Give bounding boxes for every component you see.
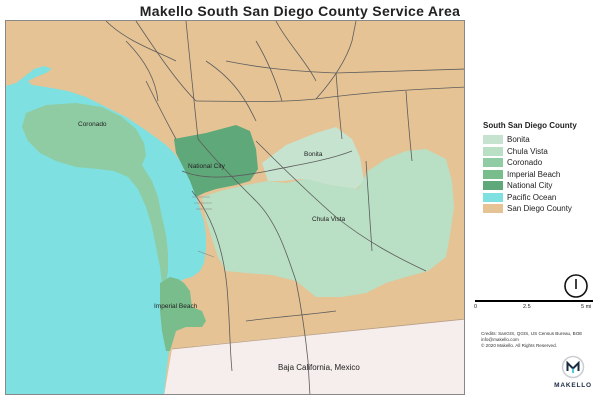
legend-swatch	[483, 192, 503, 202]
north-arrow-icon	[564, 274, 588, 298]
legend-label: Pacific Ocean	[507, 192, 557, 202]
us-mexico-border	[171, 318, 464, 350]
road-network	[105, 21, 464, 394]
makello-logo-icon	[561, 355, 585, 379]
scale-bar-segment	[475, 300, 527, 302]
label-imperial-beach: Imperial Beach	[154, 303, 198, 310]
map-frame[interactable]: Coronado National City Bonita Chula Vist…	[5, 20, 465, 395]
label-coronado: Coronado	[78, 121, 107, 128]
legend-item: Coronado	[483, 157, 598, 169]
legend-item: Bonita	[483, 134, 598, 146]
legend-label: Chula Vista	[507, 146, 548, 156]
label-chula-vista: Chula Vista	[312, 216, 346, 223]
credits-email: info@makello.com	[481, 336, 519, 342]
legend-item: Pacific Ocean	[483, 192, 598, 204]
scale-bar: 0 2.5 5 mi	[474, 300, 593, 320]
legend-swatch	[483, 146, 503, 156]
legend-label: San Diego County	[507, 204, 572, 214]
scale-tick-mid: 2.5	[523, 304, 531, 310]
imperial-beach-area	[160, 277, 206, 351]
san-diego-bay	[146, 149, 202, 279]
legend-label: Coronado	[507, 158, 543, 168]
legend-item: Chula Vista	[483, 146, 598, 158]
legend-item: Imperial Beach	[483, 169, 598, 181]
legend-swatch	[483, 181, 503, 191]
legend-item: San Diego County	[483, 203, 598, 215]
label-bonita: Bonita	[304, 151, 323, 158]
label-baja-california: Baja California, Mexico	[278, 363, 360, 372]
scale-tick-max: 5 mi	[581, 304, 592, 310]
credits-sources: Credits: SanGIS, QGIS, US Census Bureau,…	[481, 331, 583, 336]
credits: Credits: SanGIS, QGIS, US Census Bureau,…	[481, 331, 597, 348]
pier-structures	[192, 196, 215, 258]
legend-swatch	[483, 158, 503, 168]
chula-vista-area	[202, 149, 454, 297]
coronado-area	[22, 103, 168, 283]
map-canvas[interactable]	[6, 21, 465, 395]
legend-label: National City	[507, 181, 553, 191]
legend-swatch	[483, 135, 503, 145]
label-national-city: National City	[188, 163, 225, 170]
legend-label: Imperial Beach	[507, 169, 561, 179]
legend: South San Diego County Bonita Chula Vista…	[483, 121, 598, 215]
mexico-area	[164, 319, 464, 394]
legend-swatch	[483, 169, 503, 179]
legend-item: National City	[483, 180, 598, 192]
credits-copyright: © 2020 Makello. All Rights Reserved.	[481, 342, 557, 348]
legend-title: South San Diego County	[483, 121, 577, 130]
bonita-area	[262, 127, 364, 189]
scale-bar-line	[475, 300, 593, 302]
legend-swatch	[483, 204, 503, 214]
map-title: Makello South San Diego County Service A…	[139, 3, 461, 19]
makello-logo: MAKELLO	[551, 355, 595, 389]
legend-label: Bonita	[507, 135, 530, 145]
legend-items: Bonita Chula Vista Coronado Imperial Beach N…	[483, 134, 598, 215]
makello-logo-text: MAKELLO	[554, 382, 592, 389]
national-city-area	[174, 125, 258, 197]
scale-tick-0: 0	[474, 304, 478, 310]
